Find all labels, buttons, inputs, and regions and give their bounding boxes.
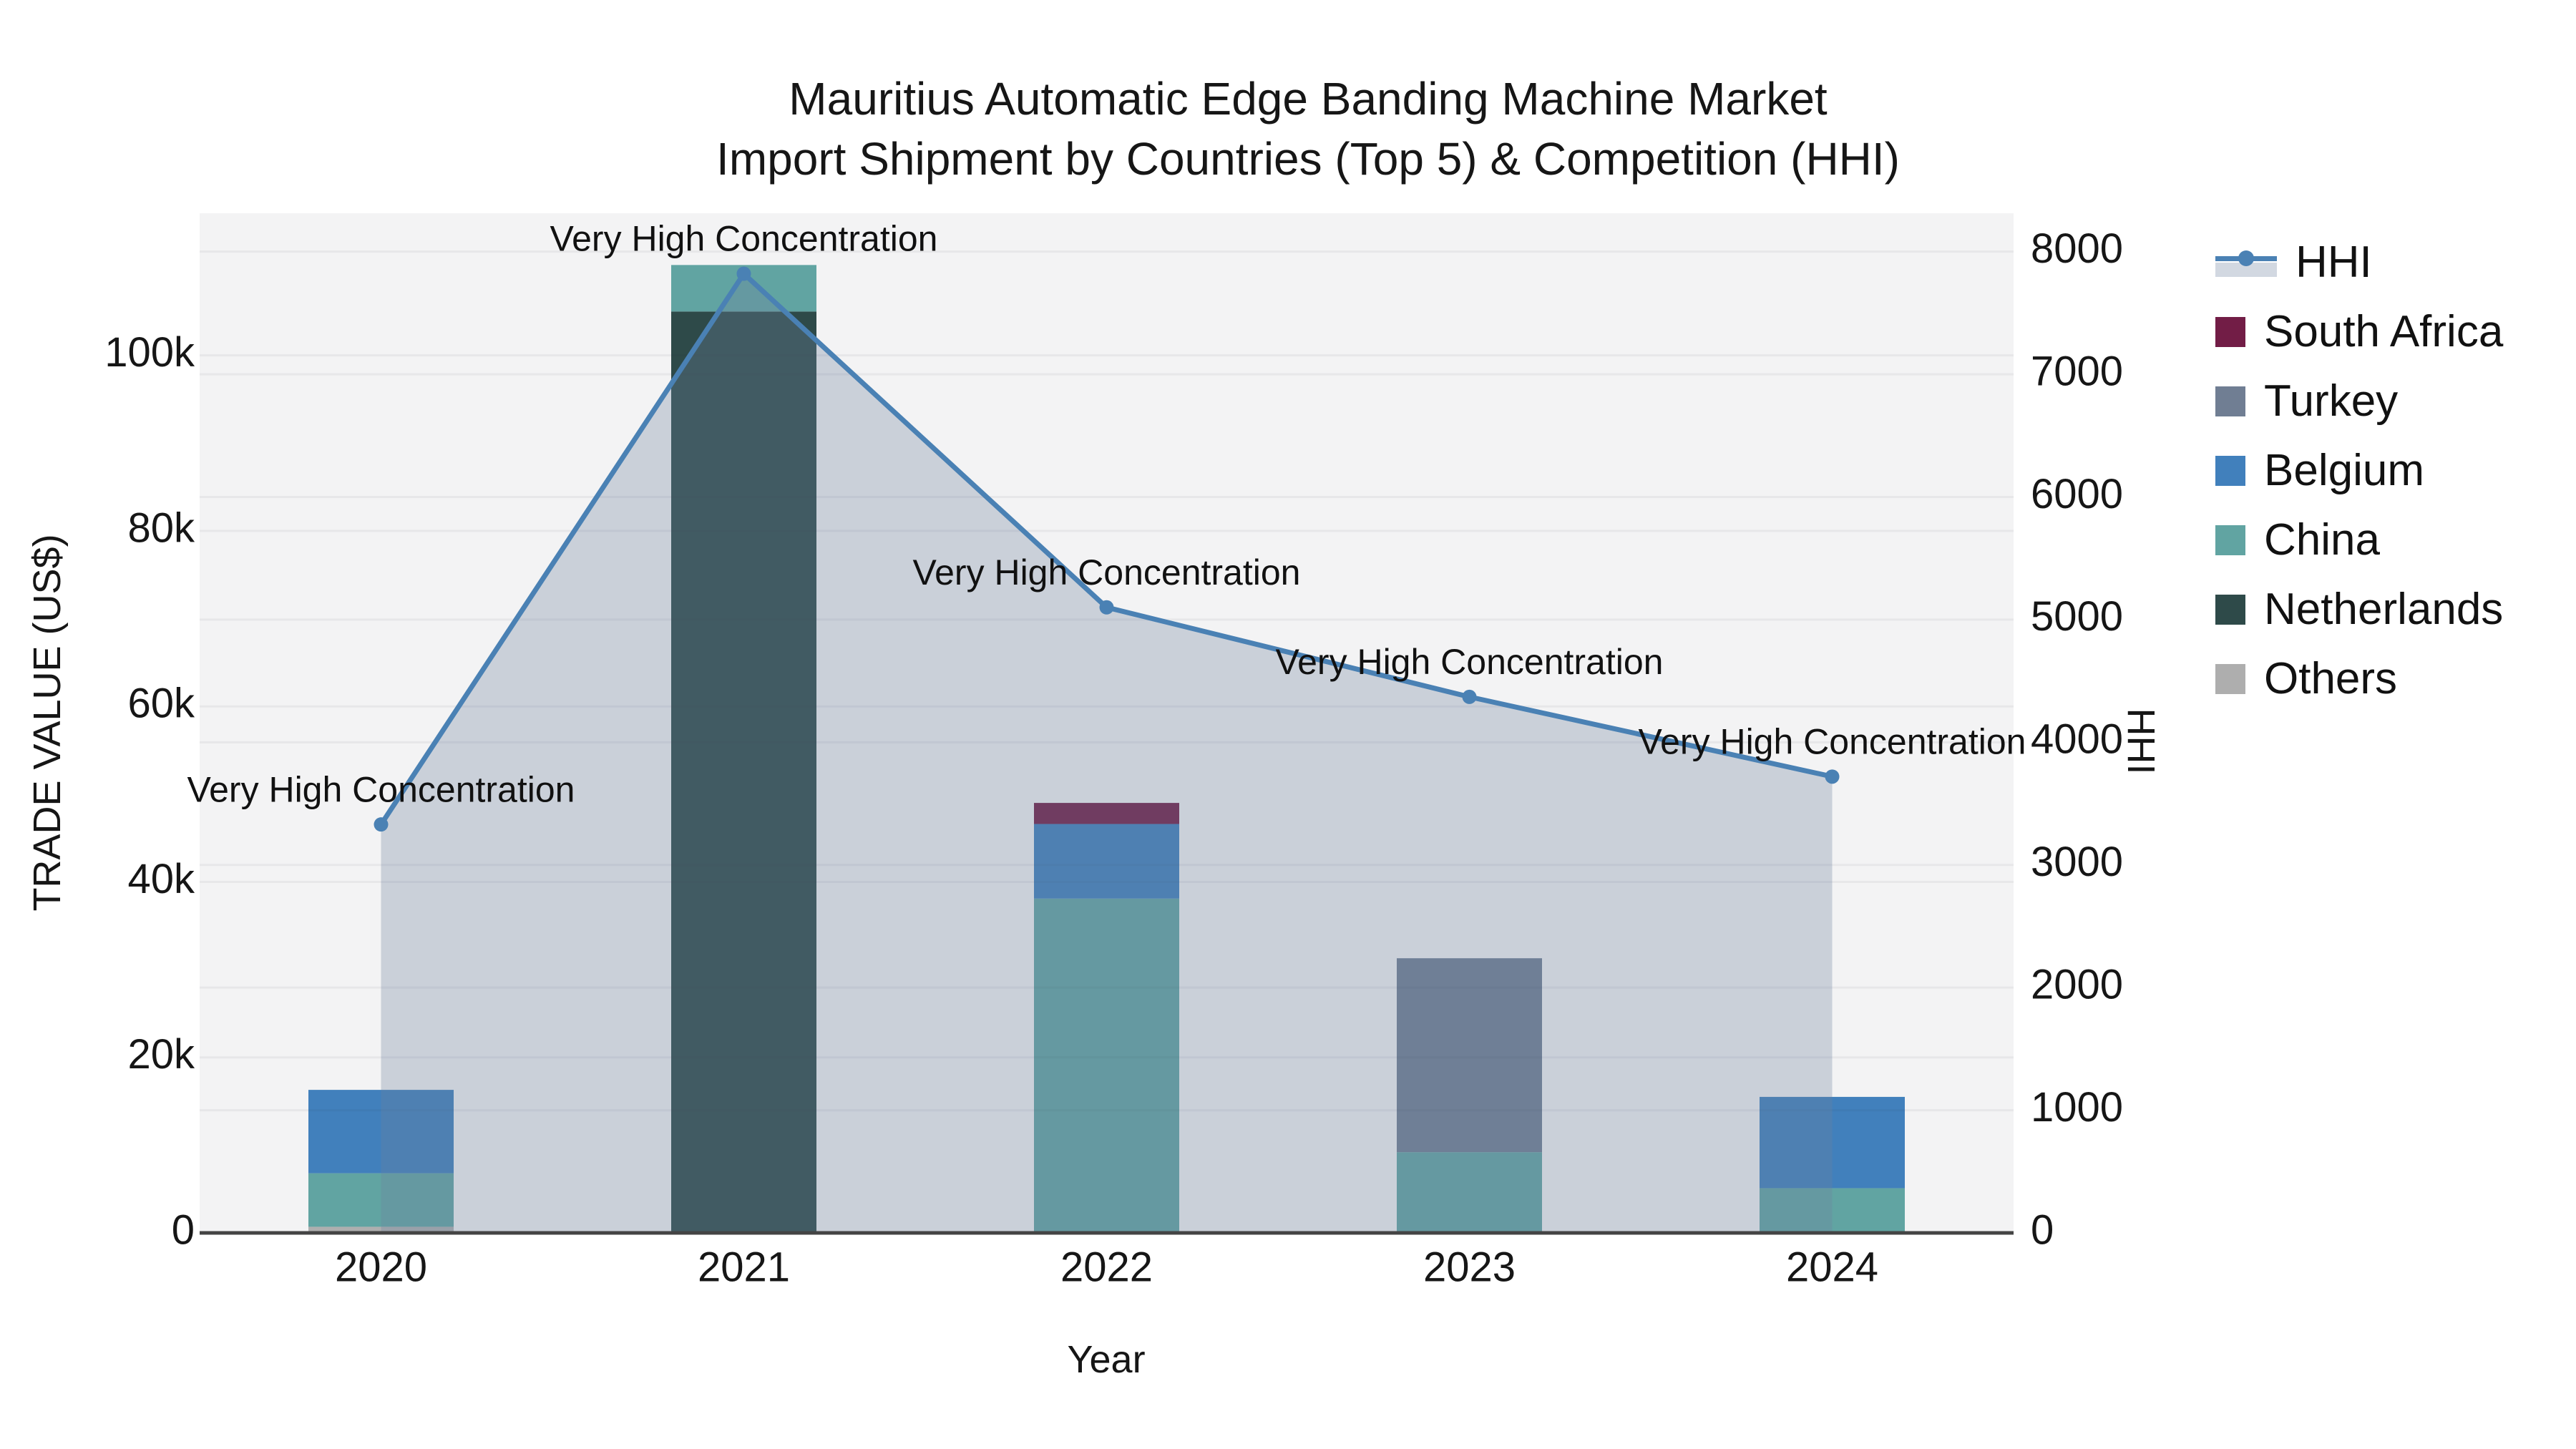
- legend-item-belgium[interactable]: Belgium: [2215, 436, 2503, 505]
- hhi-marker-2022[interactable]: [1099, 600, 1114, 615]
- y-left-tick-100k: 100k: [104, 329, 195, 376]
- legend-swatch-turkey: [2215, 386, 2245, 416]
- chart-title-line1: Mauritius Automatic Edge Banding Machine…: [789, 73, 1828, 125]
- legend-swatch-others: [2215, 663, 2245, 694]
- bar-segment-china-2024[interactable]: [1760, 1188, 1905, 1233]
- y-right-tick-1000: 1000: [2031, 1084, 2123, 1131]
- legend-swatch-belgium: [2215, 455, 2245, 486]
- annotation-2022: Very High Concentration: [913, 552, 1301, 592]
- bar-segment-china-2022[interactable]: [1034, 898, 1179, 1233]
- legend-item-south-africa[interactable]: South Africa: [2215, 297, 2503, 366]
- y-left-tick-0: 0: [172, 1206, 195, 1253]
- y-left-tick-20k: 20k: [127, 1031, 195, 1078]
- legend-swatch-netherlands: [2215, 594, 2245, 625]
- y-axis-right-title: HHI: [2119, 708, 2162, 775]
- legend-item-hhi[interactable]: HHI: [2215, 228, 2503, 297]
- legend-label: Belgium: [2264, 446, 2424, 495]
- y-right-tick-0: 0: [2031, 1206, 2054, 1253]
- bar-segment-turkey-2023[interactable]: [1397, 958, 1542, 1153]
- y-axis-left-title: TRADE VALUE (US$): [26, 534, 69, 912]
- x-tick-2022: 2022: [1060, 1244, 1153, 1290]
- legend-label: China: [2264, 515, 2380, 565]
- bar-segment-south-africa-2022[interactable]: [1034, 803, 1179, 824]
- x-tick-2020: 2020: [335, 1244, 427, 1290]
- y-left-tick-60k: 60k: [127, 680, 195, 727]
- legend-swatch-china: [2215, 525, 2245, 555]
- x-tick-2023: 2023: [1423, 1244, 1516, 1290]
- bar-segment-others-2020[interactable]: [308, 1226, 454, 1233]
- x-tick-2021: 2021: [698, 1244, 790, 1290]
- legend-label: Netherlands: [2264, 585, 2504, 634]
- bar-segment-belgium-2020[interactable]: [308, 1090, 454, 1174]
- y-right-tick-8000: 8000: [2031, 225, 2123, 272]
- y-left-tick-80k: 80k: [127, 504, 195, 551]
- chart-title-line2: Import Shipment by Countries (Top 5) & C…: [716, 133, 1900, 185]
- legend-label: Others: [2264, 654, 2398, 703]
- bar-segment-belgium-2022[interactable]: [1034, 824, 1179, 899]
- bar-segment-belgium-2024[interactable]: [1760, 1096, 1905, 1189]
- bar-segment-netherlands-2021[interactable]: [671, 311, 816, 1234]
- hhi-marker-2020[interactable]: [374, 817, 389, 832]
- annotation-2023: Very High Concentration: [1276, 642, 1664, 682]
- legend: HHI South Africa Turkey Belgium China Netherl…: [2215, 228, 2503, 713]
- bar-segment-china-2020[interactable]: [308, 1173, 454, 1227]
- legend-item-china[interactable]: China: [2215, 505, 2503, 575]
- annotation-2021: Very High Concentration: [550, 219, 938, 259]
- y-right-tick-6000: 6000: [2031, 471, 2123, 517]
- hhi-marker-2023[interactable]: [1462, 689, 1477, 704]
- legend-label: South Africa: [2264, 307, 2504, 356]
- legend-label: Turkey: [2264, 376, 2399, 426]
- y-left-tick-40k: 40k: [127, 856, 195, 902]
- hhi-marker-2024[interactable]: [1825, 769, 1840, 784]
- x-axis-title: Year: [1067, 1338, 1146, 1381]
- legend-swatch-south-africa: [2215, 316, 2245, 347]
- legend-item-netherlands[interactable]: Netherlands: [2215, 575, 2503, 644]
- y-right-tick-3000: 3000: [2031, 839, 2123, 885]
- hhi-area-fill: [381, 273, 1833, 1233]
- bar-segment-china-2023[interactable]: [1397, 1152, 1542, 1233]
- chart-title: Mauritius Automatic Edge Banding Machine…: [716, 69, 1900, 189]
- y-right-tick-7000: 7000: [2031, 348, 2123, 394]
- y-right-tick-4000: 4000: [2031, 716, 2123, 763]
- legend-item-turkey[interactable]: Turkey: [2215, 366, 2503, 436]
- legend-hhi-line-icon: [2215, 247, 2277, 278]
- x-tick-2024: 2024: [1786, 1244, 1878, 1290]
- legend-item-others[interactable]: Others: [2215, 644, 2503, 713]
- legend-label: HHI: [2296, 238, 2372, 287]
- y-right-tick-2000: 2000: [2031, 961, 2123, 1008]
- hhi-marker-2021[interactable]: [736, 266, 751, 281]
- y-right-tick-5000: 5000: [2031, 593, 2123, 640]
- annotation-2024: Very High Concentration: [1639, 722, 2026, 762]
- annotation-2020: Very High Concentration: [187, 769, 575, 809]
